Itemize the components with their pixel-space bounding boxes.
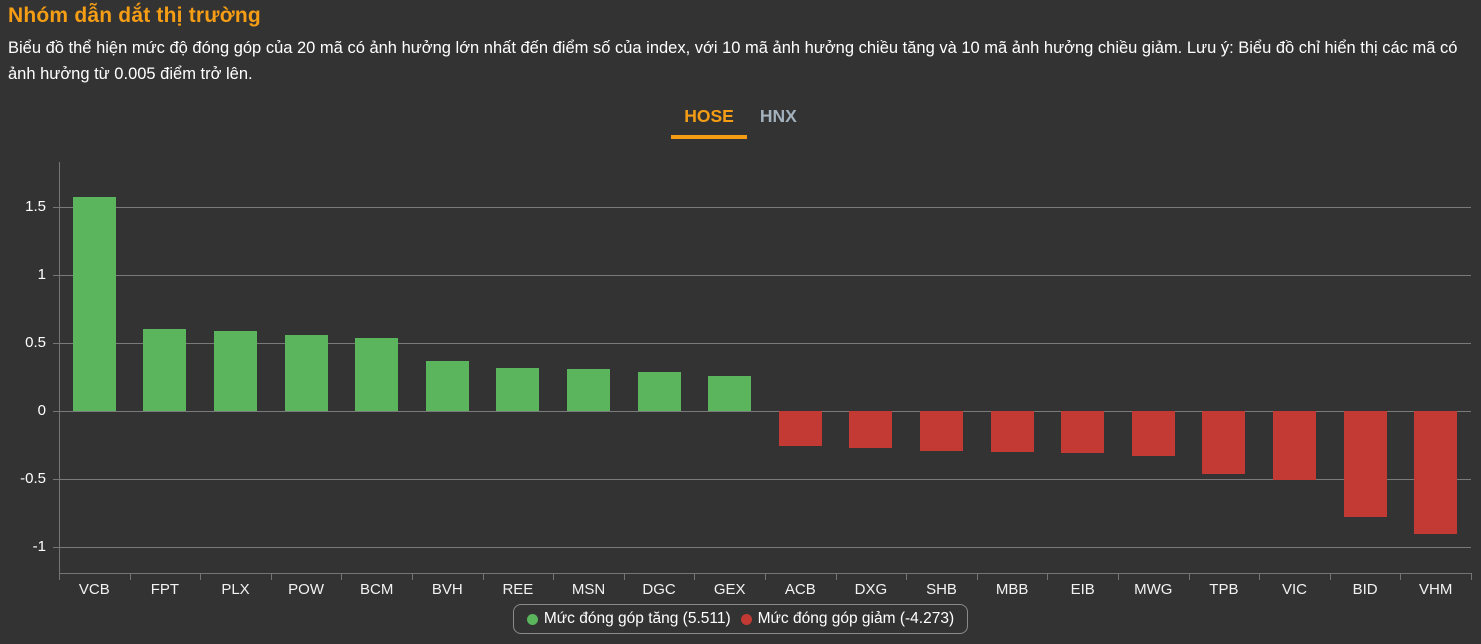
positive-dot-icon [526, 613, 538, 625]
x-axis-tick [623, 574, 625, 580]
x-axis-tick [906, 574, 908, 580]
x-axis-label-plx: PLX [221, 581, 250, 598]
bar-dxg[interactable] [849, 411, 893, 448]
bar-tpb[interactable] [1202, 411, 1246, 474]
tab-hnx[interactable]: HNX [759, 106, 797, 126]
x-axis-label-gex: GEX [713, 581, 746, 598]
legend-label-negative: Mức đóng góp giảm (-4.273) [757, 610, 955, 627]
bar-bvh[interactable] [425, 360, 469, 412]
y-axis-tick [53, 411, 59, 412]
x-axis-label-ree: REE [502, 581, 534, 598]
x-axis-tick [1118, 574, 1119, 580]
x-axis-tick [553, 574, 555, 580]
x-axis-tick [835, 574, 837, 580]
x-axis-label-msn: MSN [571, 581, 606, 598]
bar-ree[interactable] [496, 367, 540, 411]
y-axis-label: 0 [37, 402, 46, 419]
gridline-1.5 [59, 207, 1471, 208]
chart-description: Biểu đồ thể hiện mức độ đóng góp của 20 … [8, 39, 1458, 83]
bar-shb[interactable] [920, 411, 963, 451]
legend-item-negative[interactable]: Mức đóng góp giảm (-4.273) [740, 610, 955, 628]
gridline-0 [59, 411, 1471, 412]
bar-bcm[interactable] [355, 337, 399, 412]
x-axis-label-vic: VIC [1281, 581, 1307, 598]
x-axis-tick [694, 574, 696, 580]
legend-row: Mức đóng góp tăng (5.511) Mức đóng góp gi… [0, 604, 1481, 634]
x-axis-tick [1259, 574, 1261, 580]
y-axis-label: -0.5 [20, 470, 46, 487]
negative-dot-icon [740, 613, 752, 625]
legend-label-positive: Mức đóng góp tăng (5.511) [543, 610, 731, 627]
gridline-0.5 [59, 343, 1471, 344]
y-axis-tick [53, 343, 59, 344]
x-axis-tick [1047, 574, 1049, 580]
x-axis-label-bvh: BVH [431, 581, 463, 598]
x-axis-label-tpb: TPB [1209, 581, 1239, 598]
gridline--1 [59, 547, 1471, 548]
bar-plx[interactable] [214, 330, 257, 412]
x-axis-label-eib: EIB [1070, 581, 1095, 598]
x-axis-label-acb: ACB [784, 581, 816, 598]
x-axis-tick [341, 574, 343, 580]
x-axis-tick [1329, 574, 1331, 580]
bar-pow[interactable] [284, 334, 328, 411]
bar-gex[interactable] [708, 375, 752, 412]
legend-box: Mức đóng góp tăng (5.511) Mức đóng góp gi… [512, 604, 969, 634]
x-axis-label-shb: SHB [926, 581, 957, 598]
x-axis-label-vcb: VCB [78, 581, 110, 598]
x-axis-tick [482, 574, 484, 580]
y-axis-label: 0.5 [25, 334, 46, 351]
x-axis-tick [59, 574, 60, 580]
x-axis-tick [200, 574, 202, 580]
x-axis-label-mbb: MBB [995, 581, 1029, 598]
bar-msn[interactable] [567, 368, 610, 412]
x-axis-label-mwg: MWG [1134, 581, 1173, 598]
bar-mbb[interactable] [990, 411, 1034, 452]
x-axis-label-dgc: DGC [642, 581, 676, 598]
x-axis-tick [1188, 574, 1190, 580]
bar-vhm[interactable] [1414, 411, 1458, 534]
bar-eib[interactable] [1061, 411, 1105, 454]
bar-dgc[interactable] [637, 371, 681, 412]
x-axis-label-vhm: VHM [1419, 581, 1453, 598]
gridline-1 [59, 275, 1471, 276]
x-axis-tick [1400, 574, 1402, 580]
y-axis-label: 1 [37, 266, 46, 283]
bar-bid[interactable] [1343, 411, 1387, 518]
x-axis-tick [976, 574, 978, 580]
exchange-tabs: HOSE HNX [0, 102, 1481, 139]
x-axis-tick [129, 574, 131, 580]
x-axis-tick [270, 574, 272, 580]
y-axis-label: -1 [32, 538, 46, 555]
tab-hose[interactable]: HOSE [671, 102, 747, 139]
bar-vcb[interactable] [72, 197, 116, 412]
x-axis-label-bid: BID [1352, 581, 1378, 598]
gridline--0.5 [59, 479, 1471, 480]
y-axis-tick [53, 207, 59, 208]
x-axis-label-dxg: DXG [854, 581, 888, 598]
plot-area [59, 162, 1472, 574]
y-axis-label: 1.5 [25, 198, 46, 215]
x-axis-label-pow: POW [288, 581, 325, 598]
x-axis-tick [412, 574, 413, 580]
x-axis-tick [765, 574, 766, 580]
bar-vic[interactable] [1273, 411, 1316, 481]
x-axis-label-bcm: BCM [360, 581, 394, 598]
bar-mwg[interactable] [1131, 411, 1175, 456]
y-axis-tick [53, 547, 59, 548]
bar-fpt[interactable] [143, 329, 187, 412]
y-axis-tick [53, 479, 59, 480]
bar-acb[interactable] [778, 411, 822, 447]
y-axis-tick [53, 275, 59, 276]
legend-item-positive[interactable]: Mức đóng góp tăng (5.511) [526, 610, 731, 628]
x-axis-tick [1471, 574, 1472, 580]
page-title: Nhóm dẫn dắt thị trường [8, 4, 261, 27]
x-axis-label-fpt: FPT [150, 581, 180, 598]
